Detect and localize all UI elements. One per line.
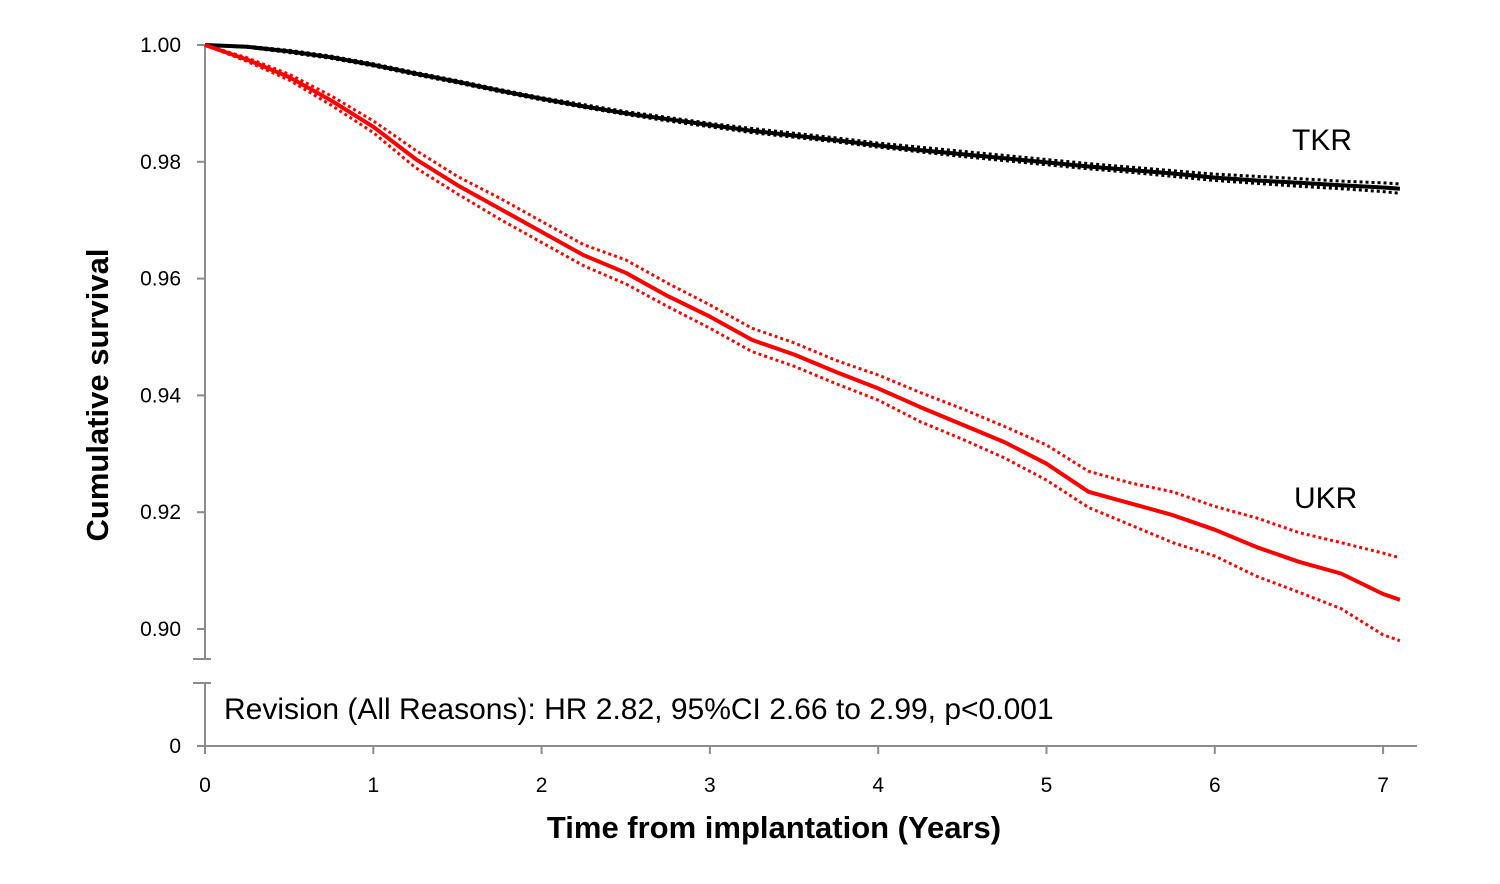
x-tick-label: 0 [199,774,211,797]
y-tick-label: 0.92 [140,501,181,524]
series-label-tkr: TKR [1292,124,1352,157]
x-tick-label: 1 [367,774,379,797]
y-tick-label: 0.90 [140,618,181,641]
x-axis-ticks: 0 1 2 3 4 5 6 7 [199,746,1389,797]
x-tick-label: 5 [1041,774,1053,797]
y-tick-label: 0.98 [140,151,181,174]
series-ukr-line [204,43,1401,602]
series-ukr-ci-lower [204,43,1401,643]
series-label-ukr: UKR [1294,482,1357,515]
series-tkr-line [204,43,1401,191]
y-tick-label: 0 [169,735,181,758]
y-tick-label: 0.96 [140,268,181,291]
x-axis-title: Time from implantation (Years) [547,810,1001,845]
series-ukr-ci-upper [204,43,1401,560]
y-axis-title: Cumulative survival [80,249,115,542]
hazard-ratio-annotation: Revision (All Reasons): HR 2.82, 95%CI 2… [224,693,1054,726]
y-tick-label: 0.94 [140,384,181,407]
x-tick-label: 2 [536,774,548,797]
x-tick-label: 4 [872,774,884,797]
x-tick-label: 3 [704,774,716,797]
y-tick-label: 1.00 [140,34,181,57]
y-axis-ticks: 0.90 0.92 0.94 0.96 0.98 1.00 0 [140,34,205,758]
x-tick-label: 7 [1377,774,1389,797]
x-tick-label: 6 [1209,774,1221,797]
axes [193,45,1417,747]
series-layer [204,43,1401,643]
